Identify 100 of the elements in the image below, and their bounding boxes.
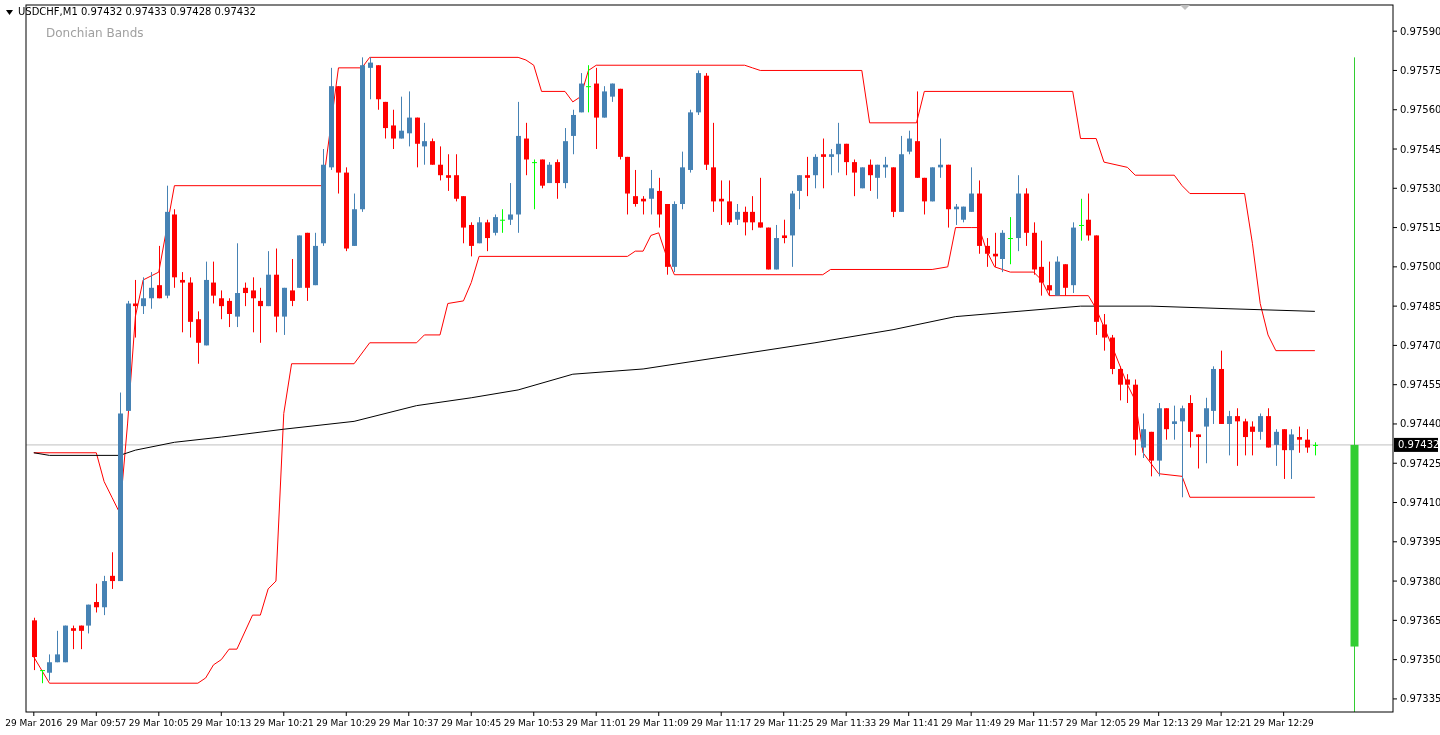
y-tick-label: 0.97530 (1400, 182, 1440, 194)
candlestick (86, 604, 91, 634)
candlestick (782, 219, 787, 244)
candlestick (430, 138, 435, 166)
y-tick-label: 0.97425 (1400, 457, 1440, 469)
candlestick (727, 179, 732, 226)
candlestick (180, 271, 185, 333)
candlestick (1305, 428, 1310, 454)
candlestick (735, 203, 740, 226)
candlestick (844, 143, 849, 176)
candlestick (907, 130, 912, 155)
candlestick (1086, 193, 1091, 242)
candlestick (868, 158, 873, 192)
candlestick (1180, 405, 1185, 498)
x-tick-label: 29 Mar 09:57 (66, 718, 127, 728)
candlestick (368, 56, 373, 100)
candlestick (969, 166, 974, 213)
candlestick (243, 282, 248, 307)
y-tick-label: 0.97560 (1400, 104, 1440, 116)
y-tick-label: 0.97335 (1400, 693, 1440, 705)
x-tick-label: 29 Mar 10:29 (316, 718, 377, 728)
y-tick-label: 0.97455 (1400, 379, 1440, 391)
candlestick (485, 219, 490, 252)
chart-title: USDCHF,M1 0.97432 0.97433 0.97428 0.97432 (18, 6, 256, 17)
candlestick (852, 158, 857, 197)
candlestick (571, 109, 576, 155)
y-tick-label: 0.97380 (1400, 575, 1440, 587)
candlestick (1235, 407, 1240, 467)
y-tick-label: 0.97545 (1400, 143, 1440, 155)
x-tick-label: 29 Mar 11:57 (1003, 718, 1064, 728)
candlestick (1258, 412, 1263, 441)
x-tick-label: 29 Mar 11:09 (628, 718, 690, 728)
candlestick (743, 206, 748, 236)
x-tick-label: 29 Mar 10:13 (191, 718, 252, 728)
candlestick (446, 153, 451, 192)
candlestick (1141, 412, 1146, 459)
candlestick (196, 310, 201, 365)
ref-line-label: 0.97432 (1398, 439, 1440, 451)
candlestick (438, 145, 443, 181)
x-tick-label: 29 Mar 11:17 (691, 718, 752, 728)
candlestick (55, 630, 60, 663)
candlestick (290, 258, 295, 307)
candlestick (657, 177, 662, 229)
candlestick (391, 109, 396, 150)
candlestick (94, 583, 99, 613)
candlestick (829, 148, 834, 176)
candlestick (508, 182, 513, 226)
candlestick (1125, 373, 1130, 404)
x-tick-label: 29 Mar 11:25 (753, 718, 814, 728)
candlestick (1282, 428, 1287, 480)
x-tick-label: 29 Mar 11:41 (878, 718, 939, 728)
x-tick-label: 29 Mar 11:49 (941, 718, 1002, 728)
x-tick-label: 29 Mar 12:29 (1253, 718, 1314, 728)
candlestick (407, 90, 412, 147)
candlestick (1008, 216, 1013, 265)
candlestick (399, 96, 404, 140)
candlestick (110, 551, 115, 590)
candlestick (1063, 263, 1068, 297)
candlestick (251, 276, 256, 333)
candlestick (219, 289, 224, 320)
candlestick (469, 221, 474, 257)
candlestick (1204, 397, 1209, 464)
candlestick (875, 164, 880, 200)
y-tick-label: 0.97575 (1400, 64, 1440, 76)
y-tick-label: 0.97365 (1400, 614, 1440, 626)
candlestick (500, 208, 505, 234)
candlestick (821, 138, 826, 189)
x-tick-label: 29 Mar 12:05 (1066, 718, 1127, 728)
candlestick (40, 669, 45, 684)
candlestick (477, 216, 482, 244)
candlestick (805, 156, 810, 197)
candlestick (750, 195, 755, 231)
candlestick (1297, 426, 1302, 454)
candlestick (157, 245, 162, 299)
x-tick-label: 29 Mar 10:53 (503, 718, 564, 728)
candlestick (235, 242, 240, 328)
candlestick (836, 122, 841, 174)
candlestick (1102, 313, 1107, 352)
x-tick-label: 29 Mar 10:05 (128, 718, 189, 728)
candlestick (524, 122, 529, 176)
candlestick (1289, 428, 1294, 480)
x-tick-label: 29 Mar 10:21 (253, 718, 314, 728)
candlestick (149, 271, 154, 310)
candlestick (1164, 407, 1169, 441)
x-tick-label: 29 Mar 10:37 (378, 718, 439, 728)
candlestick (1250, 420, 1255, 456)
candlestick (797, 174, 802, 210)
x-tick-label: 29 Mar 12:13 (1128, 718, 1189, 728)
candlestick (141, 276, 146, 315)
y-tick-label: 0.97410 (1400, 497, 1440, 509)
candlestick (649, 169, 654, 215)
candlestick (1227, 410, 1232, 456)
candlestick (1243, 418, 1248, 456)
x-tick-label: 29 Mar 11:33 (816, 718, 877, 728)
candlestick (633, 169, 638, 208)
candlestick (813, 153, 818, 189)
candlestick (1039, 240, 1044, 297)
y-tick-label: 0.97350 (1400, 654, 1440, 666)
candlestick (586, 64, 591, 113)
y-tick-label: 0.97395 (1400, 536, 1440, 548)
